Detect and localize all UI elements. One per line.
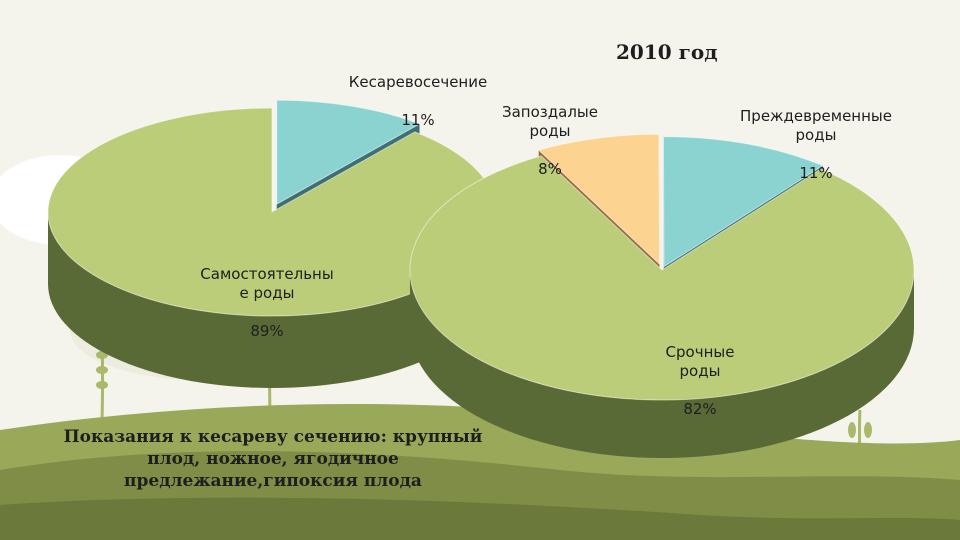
pie2-slice-0-top [537, 133, 661, 266]
chart-title: 2010 год [616, 40, 718, 64]
pie1-slice-1-rim [48, 212, 496, 388]
cesarean-indications-note: Показания к кесареву сечению: крупный пл… [63, 427, 483, 491]
slice-label-late-birth-value: 8% [538, 160, 562, 178]
slice-label-natural-birth: Самостоятельны е роды 89% [176, 246, 358, 341]
slice-label-late-birth: Запоздалые роды 8% [490, 84, 610, 179]
pie1-slice-0-top [276, 99, 421, 205]
pie2-slice-2-top [409, 155, 915, 401]
slice-label-late-birth-name: Запоздалые роды [502, 103, 598, 140]
slice-label-premature-birth-value: 11% [799, 164, 833, 182]
pie2-slice-2-rim [410, 270, 914, 458]
pie-chart-cesarean [47, 99, 497, 388]
slice-label-term-birth-name: Срочные роды [665, 343, 735, 380]
pie1-slice-1 [47, 107, 497, 388]
pie-chart-2010 [409, 133, 915, 458]
slice-label-cesarean: Кесаревосечение 11% [330, 54, 506, 130]
slice-label-term-birth: Срочные роды 82% [648, 324, 752, 419]
slice-label-premature-birth-name: Преждевременные роды [740, 107, 892, 144]
slice-label-premature-birth: Преждевременные роды 11% [726, 88, 906, 183]
slice-label-term-birth-value: 82% [683, 400, 717, 418]
slice-label-cesarean-name: Кесаревосечение [348, 73, 488, 91]
slice-label-cesarean-value: 11% [401, 111, 435, 129]
pie2-slice-2 [409, 155, 915, 458]
slice-label-natural-birth-name: Самостоятельны е роды [200, 265, 334, 302]
slice-label-natural-birth-value: 89% [250, 322, 284, 340]
pie2-slice-1-top [662, 136, 824, 268]
